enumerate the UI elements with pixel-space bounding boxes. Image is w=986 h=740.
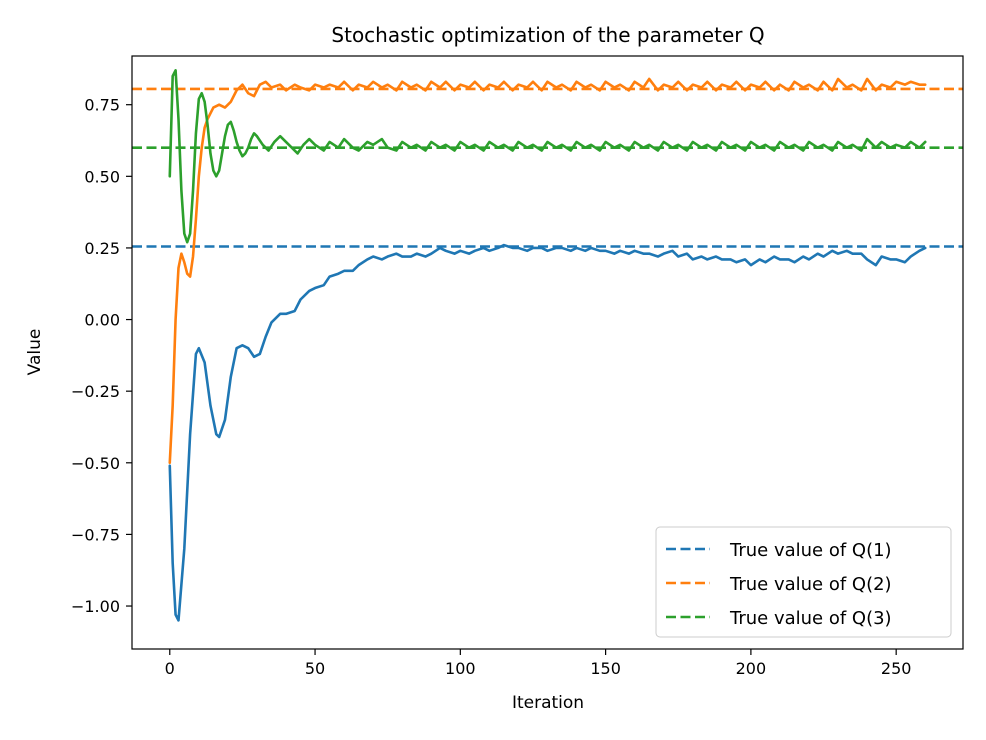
plot-area (132, 69, 963, 622)
x-tick-label: 100 (445, 659, 476, 678)
legend-label-3: True value of Q(3) (729, 608, 892, 629)
plot-frame (131, 55, 964, 650)
x-tick-label: 250 (881, 659, 912, 678)
series-line-2 (168, 77, 927, 465)
legend-label-1: True value of Q(1) (729, 540, 892, 561)
y-tick-label: −1.00 (71, 597, 120, 616)
legend-label-2: True value of Q(2) (729, 574, 892, 595)
legend-box (655, 526, 952, 638)
chart-title: Stochastic optimization of the parameter… (331, 23, 764, 47)
y-tick-label: 0.00 (84, 311, 120, 330)
x-tick-label: 50 (305, 659, 325, 678)
y-tick-label: −0.50 (71, 454, 120, 473)
y-tick-label: −0.75 (71, 525, 120, 544)
y-tick-label: 0.50 (84, 167, 120, 186)
legend: True value of Q(1) True value of Q(2) True… (655, 526, 952, 638)
y-axis-label: Value (25, 329, 45, 376)
series-line-3 (168, 69, 927, 244)
y-axis: −1.00 −0.75 −0.50 −0.25 0.00 0.25 0.50 0.75 (71, 96, 132, 616)
x-axis: 0 50 100 150 200 250 (165, 649, 912, 678)
y-tick-label: −0.25 (71, 382, 120, 401)
series-line-1 (168, 243, 927, 622)
x-tick-label: 0 (165, 659, 175, 678)
x-tick-label: 150 (590, 659, 621, 678)
y-tick-label: 0.25 (84, 239, 120, 258)
x-tick-label: 200 (736, 659, 767, 678)
y-tick-label: 0.75 (84, 96, 120, 115)
x-axis-label: Iteration (512, 693, 584, 713)
